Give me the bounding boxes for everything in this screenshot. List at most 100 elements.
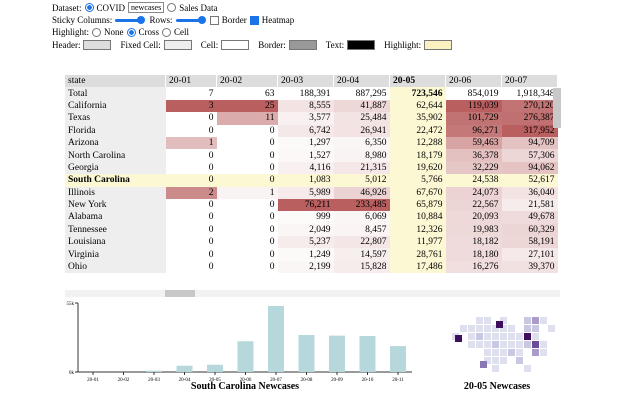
cell[interactable]: 723,546: [389, 87, 446, 100]
cell[interactable]: 32,229: [445, 161, 502, 175]
cell[interactable]: 7: [208, 88, 214, 99]
cell[interactable]: 15,828: [333, 260, 390, 274]
cell[interactable]: 887,295: [355, 88, 387, 99]
cell[interactable]: 0: [216, 248, 278, 261]
column-header[interactable]: 20-04: [333, 75, 390, 88]
cell[interactable]: 14,597: [333, 248, 390, 261]
row-header[interactable]: Tennessee: [65, 223, 166, 237]
cell[interactable]: 18,179: [389, 149, 446, 162]
swatch[interactable]: [288, 40, 317, 50]
cell[interactable]: 46,926: [333, 186, 390, 199]
cell[interactable]: 18,182: [445, 236, 502, 249]
column-header[interactable]: 20-01: [165, 75, 217, 88]
row-header[interactable]: Total: [65, 87, 166, 100]
cell[interactable]: 65,879: [389, 198, 446, 212]
cell[interactable]: 6,350: [333, 136, 390, 150]
cell[interactable]: 8,980: [333, 149, 390, 162]
slider[interactable]: [175, 15, 206, 24]
cell[interactable]: 22,567: [445, 198, 502, 212]
radio[interactable]: [162, 27, 172, 37]
cell[interactable]: 49,678: [501, 211, 558, 224]
cell[interactable]: 35,902: [389, 112, 446, 125]
cell[interactable]: 59,463: [445, 136, 502, 150]
column-header[interactable]: 20-05: [389, 75, 446, 88]
radio[interactable]: [92, 27, 102, 37]
cell[interactable]: 4,116: [277, 161, 334, 175]
option[interactable]: Sales Data: [179, 2, 218, 13]
checkbox[interactable]: [249, 15, 259, 25]
cell[interactable]: 21,315: [333, 161, 390, 175]
column-header[interactable]: 20-06: [445, 75, 502, 88]
cell[interactable]: 0: [165, 149, 217, 162]
cell[interactable]: 36,378: [445, 149, 502, 162]
row-header[interactable]: Florida: [65, 124, 166, 137]
cell[interactable]: 276,387: [501, 112, 558, 125]
cell[interactable]: 1: [165, 136, 217, 150]
cell[interactable]: 96,271: [445, 124, 502, 137]
cell[interactable]: 76,211: [277, 198, 334, 212]
cell[interactable]: 0: [216, 136, 278, 150]
cell[interactable]: 0: [165, 198, 217, 212]
option[interactable]: Cell: [174, 27, 190, 37]
cell[interactable]: 41,887: [333, 99, 390, 113]
cell[interactable]: 317,952: [501, 124, 558, 137]
cell[interactable]: 6,069: [333, 211, 390, 224]
slider[interactable]: [115, 15, 146, 24]
cell[interactable]: 63: [265, 88, 275, 99]
cell[interactable]: 2,049: [277, 223, 334, 237]
cell[interactable]: 0: [216, 260, 278, 274]
cell[interactable]: 11,977: [389, 236, 446, 249]
checkbox[interactable]: [209, 15, 219, 25]
label[interactable]: Heatmap: [261, 15, 295, 25]
cell[interactable]: 0: [216, 223, 278, 237]
cell[interactable]: 0: [165, 161, 217, 175]
cell[interactable]: 1,918,348: [516, 88, 555, 99]
cell[interactable]: 22,807: [333, 236, 390, 249]
option[interactable]: COVID: [96, 2, 126, 13]
cell[interactable]: 6,742: [277, 124, 334, 137]
cell[interactable]: 1: [216, 186, 278, 199]
cell[interactable]: 94,062: [501, 161, 558, 175]
cell[interactable]: 5,766: [389, 174, 446, 187]
cell[interactable]: 1,249: [277, 248, 334, 261]
swatch[interactable]: [163, 40, 192, 50]
cell[interactable]: 0: [216, 149, 278, 162]
cell[interactable]: 1,297: [277, 136, 334, 150]
cell[interactable]: 25: [216, 99, 278, 113]
cell[interactable]: 0: [216, 198, 278, 212]
cell[interactable]: 0: [165, 260, 217, 274]
cell[interactable]: 94,709: [501, 136, 558, 150]
cell[interactable]: 2: [165, 186, 217, 199]
radio[interactable]: [84, 3, 94, 12]
cell[interactable]: 3: [165, 99, 217, 113]
cell[interactable]: 0: [165, 223, 217, 237]
cell[interactable]: 28,761: [389, 248, 446, 261]
cell[interactable]: 854,019: [467, 88, 499, 99]
row-header[interactable]: South Carolina: [65, 174, 166, 187]
cell[interactable]: 101,729: [445, 112, 502, 125]
cell[interactable]: 0: [165, 236, 217, 249]
cell[interactable]: 24,538: [445, 174, 502, 187]
cell[interactable]: 0: [165, 211, 217, 224]
cell[interactable]: 999: [277, 211, 334, 224]
cell[interactable]: 39,370: [501, 260, 558, 274]
swatch[interactable]: [347, 40, 376, 50]
row-header[interactable]: Georgia: [65, 161, 166, 175]
cell[interactable]: 5,989: [277, 186, 334, 199]
swatch[interactable]: [83, 40, 112, 50]
cell[interactable]: 25,484: [333, 112, 390, 125]
cell[interactable]: 0: [165, 124, 217, 137]
cell[interactable]: 0: [216, 174, 278, 187]
cell[interactable]: 0: [216, 211, 278, 224]
cell[interactable]: 27,101: [501, 248, 558, 261]
row-header[interactable]: Louisiana: [65, 236, 166, 249]
cell[interactable]: 233,485: [333, 198, 390, 212]
row-header[interactable]: Alabama: [65, 211, 166, 224]
cell[interactable]: 1,083: [277, 174, 334, 187]
cell[interactable]: 2,199: [277, 260, 334, 274]
cell[interactable]: 0: [165, 112, 217, 125]
swatch[interactable]: [221, 40, 250, 50]
cell[interactable]: 52,617: [501, 174, 558, 187]
row-header[interactable]: Arizona: [65, 136, 166, 150]
cell[interactable]: 0: [165, 174, 217, 187]
